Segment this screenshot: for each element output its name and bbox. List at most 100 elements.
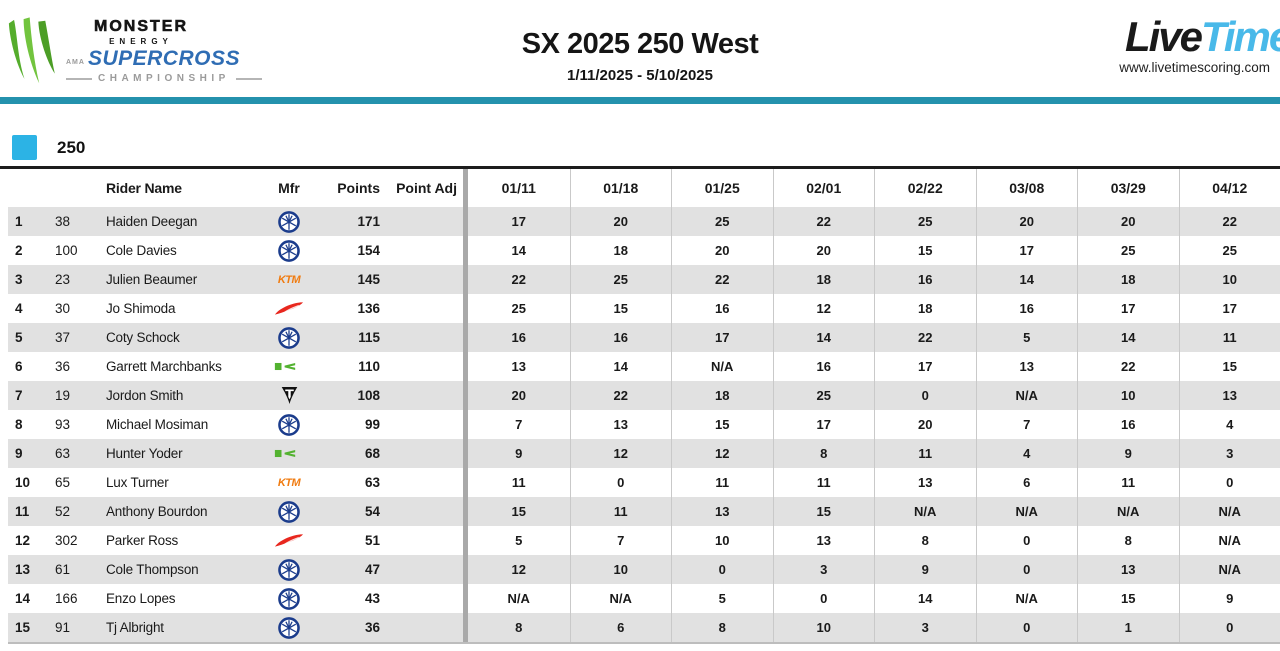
kawasaki-logo-icon xyxy=(274,449,296,458)
score-cell: 6 xyxy=(569,613,672,642)
point-adj-cell xyxy=(386,439,463,468)
score-cell: 11 xyxy=(1077,468,1179,497)
score-cell: 11 xyxy=(1178,323,1280,352)
point-adj-cell xyxy=(386,584,463,613)
score-cell: N/A xyxy=(975,497,1078,526)
score-cell: 5 xyxy=(975,323,1078,352)
position-cell: 2 xyxy=(15,243,23,258)
rider-name-cell: Parker Ross xyxy=(106,533,179,548)
column-header-round-date: 03/08 xyxy=(975,169,1078,207)
teal-divider-bar xyxy=(0,97,1280,104)
section-divider xyxy=(463,323,468,352)
score-cell: 7 xyxy=(569,526,672,555)
score-cell: 25 xyxy=(671,207,773,236)
score-cell: 16 xyxy=(772,352,875,381)
column-header-round-date: 01/11 xyxy=(501,180,536,196)
score-cell: 16 xyxy=(671,294,773,323)
section-divider xyxy=(463,236,468,265)
date-range: 1/11/2025 - 5/10/2025 xyxy=(567,67,713,84)
score-cell: 15 xyxy=(772,497,875,526)
rider-name-cell: Cole Davies xyxy=(106,243,177,258)
score-cell: 12 xyxy=(671,439,773,468)
position-cell: 10 xyxy=(15,475,31,490)
score-cell: N/A xyxy=(975,381,1078,410)
score-cell: 13 xyxy=(671,497,773,526)
manufacturer-cell xyxy=(258,497,320,526)
manufacturer-cell: KTM xyxy=(258,468,320,497)
score-cell: 14 xyxy=(874,584,976,613)
score-cell: 3 xyxy=(874,613,976,642)
table-row: 9 63 Hunter Yoder 68 9 12 12 8 11 4 9 3 xyxy=(8,439,1280,468)
score-cell: 17 xyxy=(1077,294,1179,323)
position-cell: 6 xyxy=(15,359,23,374)
page-title: SX 2025 250 West xyxy=(521,28,759,60)
point-adj-cell xyxy=(386,236,463,265)
score-cell: 10 xyxy=(1178,265,1280,294)
points-cell: 154 xyxy=(357,243,380,258)
yamaha-logo-icon xyxy=(278,210,300,233)
manufacturer-cell xyxy=(258,410,320,439)
score-cell: 12 xyxy=(772,294,875,323)
section-divider xyxy=(463,352,468,381)
ktm-logo-icon: KTM xyxy=(277,476,301,489)
point-adj-cell xyxy=(386,294,463,323)
score-cell: 22 xyxy=(1178,207,1280,236)
score-cell: N/A xyxy=(569,584,672,613)
section-divider xyxy=(463,169,468,207)
position-cell: 12 xyxy=(15,533,31,548)
yamaha-logo-icon xyxy=(278,558,300,581)
rider-number-cell: 91 xyxy=(55,620,71,635)
score-cell: 8 xyxy=(1077,526,1179,555)
points-cell: 145 xyxy=(357,272,380,287)
score-cell: 3 xyxy=(772,555,875,584)
rider-name-cell: Jordon Smith xyxy=(106,388,184,403)
score-cell: 16 xyxy=(975,294,1078,323)
class-section-header: 250 xyxy=(0,104,1280,166)
rider-name-cell: Garrett Marchbanks xyxy=(106,359,222,374)
score-cell: N/A xyxy=(1178,555,1280,584)
table-row: 13 61 Cole Thompson 47 12 10 0 3 9 0 13 N/A xyxy=(8,555,1280,584)
points-cell: 136 xyxy=(357,301,380,316)
section-divider xyxy=(463,410,468,439)
points-cell: 51 xyxy=(364,533,380,548)
championship-wordmark: CHAMPIONSHIP xyxy=(98,73,230,84)
standings-table: Rider Name Mfr Points Point Adj 01/11 01… xyxy=(8,169,1280,644)
score-cell: 13 xyxy=(511,359,526,374)
rider-name-cell: Haiden Deegan xyxy=(106,214,198,229)
position-cell: 4 xyxy=(15,301,23,316)
score-cell: 9 xyxy=(1077,439,1179,468)
score-cell: 25 xyxy=(569,265,672,294)
rider-number-cell: 61 xyxy=(55,562,71,577)
column-header-round-date: 01/25 xyxy=(671,169,773,207)
section-divider xyxy=(463,555,468,584)
score-cell: N/A xyxy=(874,497,976,526)
point-adj-cell xyxy=(386,323,463,352)
score-cell: 16 xyxy=(874,265,976,294)
class-color-swatch xyxy=(12,135,37,160)
score-cell: 11 xyxy=(569,497,672,526)
point-adj-cell xyxy=(386,468,463,497)
table-row: 15 91 Tj Albright 36 8 6 8 10 3 0 1 0 xyxy=(8,613,1280,642)
column-header-points: Points xyxy=(337,180,380,196)
rider-number-cell: 65 xyxy=(55,475,71,490)
points-cell: 108 xyxy=(357,388,380,403)
score-cell: 10 xyxy=(671,526,773,555)
rider-number-cell: 63 xyxy=(55,446,71,461)
livetime-logo: LiveTime www.livetimescoring.com xyxy=(1119,16,1280,76)
score-cell: 22 xyxy=(874,323,976,352)
column-header-round-date: 04/12 xyxy=(1178,169,1280,207)
score-cell: 20 xyxy=(511,388,526,403)
manufacturer-cell xyxy=(258,323,320,352)
score-cell: 20 xyxy=(874,410,976,439)
score-cell: 18 xyxy=(671,381,773,410)
rider-name-cell: Enzo Lopes xyxy=(106,591,176,606)
score-cell: 14 xyxy=(569,352,672,381)
points-cell: 171 xyxy=(357,214,380,229)
score-cell: 17 xyxy=(511,214,526,229)
rider-number-cell: 23 xyxy=(55,272,71,287)
score-cell: 5 xyxy=(515,533,523,548)
point-adj-cell xyxy=(386,526,463,555)
rider-name-cell: Jo Shimoda xyxy=(106,301,176,316)
score-cell: 15 xyxy=(874,236,976,265)
manufacturer-cell: KTM xyxy=(258,265,320,294)
